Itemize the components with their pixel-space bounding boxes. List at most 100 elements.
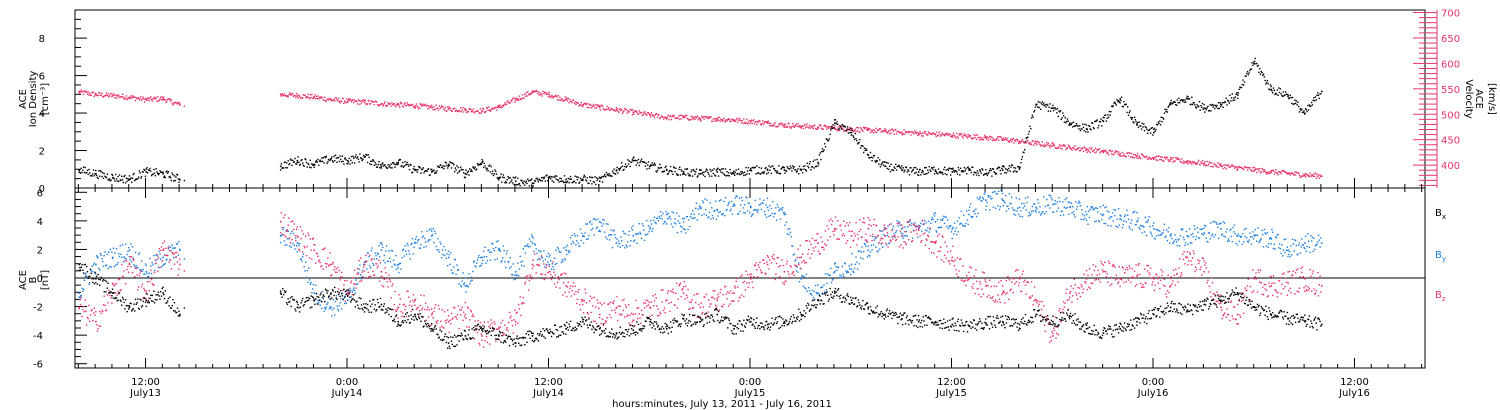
top-right-tick-label: 400 [1441, 161, 1460, 172]
by-series-dot [788, 228, 791, 230]
velocity-series-dot [896, 131, 898, 133]
density-series-dot [810, 169, 812, 171]
by-series-dot [1087, 223, 1089, 225]
velocity-series-dot [1297, 172, 1299, 174]
density-series-dot [1124, 103, 1127, 106]
by-series-dot [705, 208, 707, 211]
by-series-dot [892, 228, 894, 230]
velocity-series-dot [1123, 153, 1125, 155]
velocity-series-dot [669, 115, 671, 118]
by-series-dot [1045, 210, 1047, 213]
by-series-dot [833, 272, 835, 274]
by-series-dot [1278, 243, 1281, 245]
by-series-dot [994, 191, 996, 193]
by-series-dot [973, 210, 975, 212]
velocity-series-point [1253, 169, 1256, 171]
density-series-dot [128, 175, 131, 177]
velocity-series-dot [1055, 147, 1057, 149]
by-series-dot [360, 274, 362, 276]
density-series-dot [604, 173, 606, 176]
by-series-dot [1067, 201, 1069, 203]
velocity-series-dot [1148, 156, 1150, 158]
velocity-series-dot [310, 96, 312, 99]
density-series-dot [424, 170, 426, 172]
velocity-series-dot [391, 102, 393, 104]
density-series-dot [1189, 103, 1191, 106]
velocity-series-dot [431, 104, 433, 106]
top-right-tick-label: 650 [1441, 34, 1460, 45]
by-series-dot [576, 240, 578, 242]
density-series-dot [763, 172, 765, 175]
density-series-dot [446, 164, 448, 167]
by-series-dot [121, 256, 123, 259]
density-series-dot [691, 169, 693, 171]
by-series-dot [1137, 217, 1140, 219]
density-series-dot [670, 170, 672, 172]
by-series-dot [979, 197, 981, 199]
density-series-dot [994, 172, 996, 174]
velocity-series-dot [907, 131, 909, 133]
density-series-dot [1018, 168, 1021, 170]
density-series-dot [777, 172, 779, 174]
velocity-series-dot [523, 97, 525, 100]
velocity-series-dot [866, 129, 868, 131]
density-series-dot [293, 161, 295, 163]
by-series-dot [303, 266, 305, 268]
velocity-series-dot [776, 125, 779, 128]
density-series-dot [653, 164, 655, 166]
by-series-dot [1042, 211, 1044, 213]
velocity-series-dot [1031, 140, 1033, 142]
density-series-dot [886, 167, 888, 170]
density-series-dot [405, 164, 407, 166]
by-series-dot [97, 257, 99, 259]
by-series-dot [345, 302, 347, 304]
density-series-dot [832, 124, 834, 126]
density-series-dot [289, 162, 291, 165]
velocity-series-point [145, 99, 148, 101]
velocity-series-dot [638, 110, 640, 112]
density-series-dot [515, 184, 518, 186]
velocity-series-dot [1020, 140, 1023, 142]
velocity-series-dot [379, 103, 382, 106]
density-series-dot [1195, 106, 1197, 108]
density-series-dot [1133, 116, 1136, 118]
density-series-dot [1314, 100, 1316, 102]
velocity-series-dot [413, 106, 415, 108]
velocity-series-dot [126, 98, 128, 101]
velocity-series-dot [130, 95, 132, 97]
by-series-dot [456, 269, 459, 271]
velocity-series-dot [1309, 172, 1311, 174]
velocity-series-dot [1188, 160, 1190, 162]
velocity-series-dot [707, 117, 709, 120]
by-series-dot [460, 284, 462, 287]
velocity-series-dot [628, 111, 630, 113]
density-series-dot [462, 169, 464, 171]
by-series-dot [684, 228, 686, 231]
velocity-series-dot [1040, 145, 1042, 147]
velocity-series-dot [1262, 171, 1265, 173]
by-series-dot [82, 290, 84, 292]
velocity-series-dot [1096, 149, 1098, 151]
velocity-series-point [330, 99, 332, 101]
velocity-series-dot [108, 96, 110, 98]
by-series-dot [871, 249, 873, 251]
velocity-series-dot [405, 104, 408, 107]
density-series-dot [878, 163, 880, 165]
density-series-dot [917, 174, 919, 176]
density-series-dot [1046, 103, 1048, 106]
velocity-series-dot [1149, 157, 1151, 159]
by-series-dot [782, 212, 785, 214]
density-series-dot [664, 166, 666, 169]
velocity-series-dot [600, 104, 602, 107]
density-series-dot [872, 157, 874, 159]
velocity-series-dot [290, 94, 292, 96]
velocity-series-dot [1247, 167, 1249, 169]
density-series-dot [729, 168, 731, 171]
density-series-dot [98, 170, 100, 172]
velocity-series-dot [759, 120, 761, 122]
by-series-dot [851, 253, 853, 255]
by-series-dot [1109, 216, 1111, 218]
density-series-dot [125, 177, 128, 179]
velocity-series-dot [1278, 171, 1280, 173]
velocity-series-dot [423, 104, 425, 107]
